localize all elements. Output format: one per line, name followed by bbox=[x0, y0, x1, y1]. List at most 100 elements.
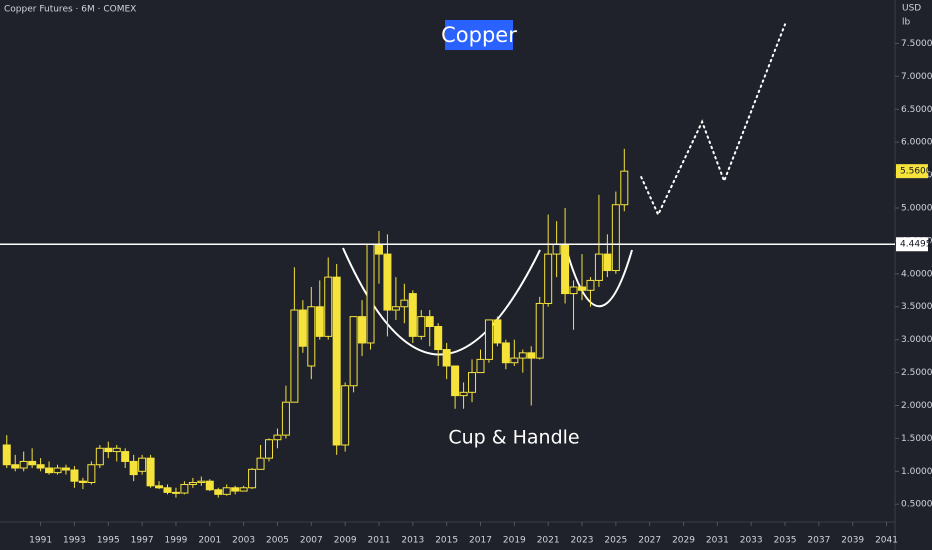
candle-body bbox=[231, 487, 240, 492]
pattern-annotation: Cup & Handle bbox=[448, 427, 579, 449]
y-tick-label: 6.0000 bbox=[901, 138, 932, 148]
chart-title: Copper Futures · 6M · COMEX bbox=[4, 5, 136, 15]
candle-body bbox=[36, 464, 45, 469]
candle-body bbox=[171, 491, 180, 494]
candle-body bbox=[442, 349, 451, 367]
candle-body bbox=[603, 253, 612, 272]
candle-body bbox=[578, 286, 587, 291]
x-tick-label: 2009 bbox=[334, 536, 357, 546]
candle-body bbox=[61, 467, 70, 471]
candle-body bbox=[552, 243, 561, 255]
candle-body bbox=[180, 483, 189, 494]
candle-body bbox=[214, 489, 223, 495]
x-tick-label: 2003 bbox=[232, 536, 255, 546]
level-tag bbox=[896, 237, 928, 252]
candle-body bbox=[493, 319, 502, 344]
y-tick-label: 2.5000 bbox=[901, 368, 932, 378]
x-tick-label: 1999 bbox=[165, 536, 188, 546]
candle-body bbox=[620, 170, 629, 206]
candle-body bbox=[586, 279, 595, 291]
x-tick-label: 2033 bbox=[740, 536, 763, 546]
label-box bbox=[445, 20, 513, 50]
x-tick-label: 2001 bbox=[198, 536, 221, 546]
candle-body bbox=[332, 276, 341, 446]
candle-body bbox=[78, 480, 87, 484]
candle-body bbox=[544, 253, 553, 304]
y-tick-label: 4.0000 bbox=[901, 269, 932, 279]
candle-body bbox=[11, 464, 20, 469]
y-tick-label: 3.5000 bbox=[901, 302, 932, 312]
candle-body bbox=[425, 316, 434, 327]
candle-body bbox=[248, 468, 257, 489]
candle-body bbox=[104, 447, 113, 453]
y-tick-label: 7.5000 bbox=[901, 39, 932, 49]
y-tick-label: 6.5000 bbox=[901, 105, 932, 115]
candle-body bbox=[594, 253, 603, 281]
candle-body bbox=[527, 352, 536, 359]
candle-body bbox=[383, 253, 392, 311]
candle-body bbox=[434, 325, 443, 351]
candle-body bbox=[417, 316, 426, 337]
candle-body bbox=[510, 357, 519, 364]
candle-body bbox=[95, 447, 104, 466]
candle-body bbox=[341, 385, 350, 446]
y-tick-label: 5.0000 bbox=[901, 204, 932, 214]
candle-body bbox=[197, 480, 206, 484]
x-tick-label: 2007 bbox=[300, 536, 323, 546]
candle-body bbox=[374, 243, 383, 255]
x-tick-label: 2021 bbox=[537, 536, 560, 546]
candle-body bbox=[53, 467, 62, 474]
candle-body bbox=[273, 434, 282, 441]
candle-body bbox=[561, 243, 570, 295]
candle-body bbox=[391, 306, 400, 311]
candle-body bbox=[535, 302, 544, 359]
candle-body bbox=[129, 460, 138, 476]
chart-label: Copper bbox=[441, 23, 517, 47]
last-price-label: 5.5600 bbox=[900, 167, 932, 177]
handle-curve bbox=[567, 249, 633, 308]
candle-body bbox=[468, 372, 477, 393]
candle-body bbox=[45, 467, 54, 474]
x-tick-label: 2017 bbox=[469, 536, 492, 546]
candle-body bbox=[408, 293, 417, 337]
candle-body bbox=[265, 439, 274, 459]
x-tick-label: 2041 bbox=[875, 536, 898, 546]
candle-body bbox=[349, 316, 358, 387]
x-tick-label: 2019 bbox=[503, 536, 526, 546]
x-tick-label: 2025 bbox=[604, 536, 627, 546]
x-tick-label: 2039 bbox=[841, 536, 864, 546]
candle-body bbox=[87, 464, 96, 484]
candle-body bbox=[476, 358, 485, 374]
last-price-tag bbox=[896, 164, 928, 179]
candle-body bbox=[307, 306, 316, 367]
y-tick-label: 3.0000 bbox=[901, 335, 932, 345]
candle-body bbox=[281, 401, 290, 436]
candle-body bbox=[518, 352, 527, 359]
candle-body bbox=[239, 487, 248, 492]
candle-body bbox=[298, 309, 307, 347]
currency-label: USD bbox=[902, 4, 921, 14]
candle-body bbox=[451, 365, 460, 397]
candle-body bbox=[324, 276, 333, 337]
projection-path bbox=[640, 23, 787, 217]
plot: 0.5000 1.0000 1.5000 2.0000 2.5000 3.0000 3.50… bbox=[0, 23, 932, 546]
candle-body bbox=[205, 480, 214, 491]
candle-body bbox=[121, 451, 130, 462]
x-tick-label: 1995 bbox=[97, 536, 120, 546]
x-tick-label: 1991 bbox=[29, 536, 52, 546]
candle-body bbox=[501, 342, 510, 364]
candle-body bbox=[290, 309, 299, 403]
candle-body bbox=[569, 286, 578, 295]
level-tag-label: 4.4495 bbox=[900, 240, 932, 250]
x-tick-label: 2037 bbox=[807, 536, 830, 546]
x-tick-label: 2013 bbox=[401, 536, 424, 546]
x-tick-label: 2011 bbox=[368, 536, 391, 546]
candle-body bbox=[146, 457, 155, 487]
candle-body bbox=[222, 487, 231, 495]
x-tick-label: 2027 bbox=[638, 536, 661, 546]
y-tick-label: 7.0000 bbox=[901, 72, 932, 82]
candle-body bbox=[611, 204, 620, 272]
candle-body bbox=[459, 391, 468, 397]
candle-body bbox=[138, 457, 147, 472]
